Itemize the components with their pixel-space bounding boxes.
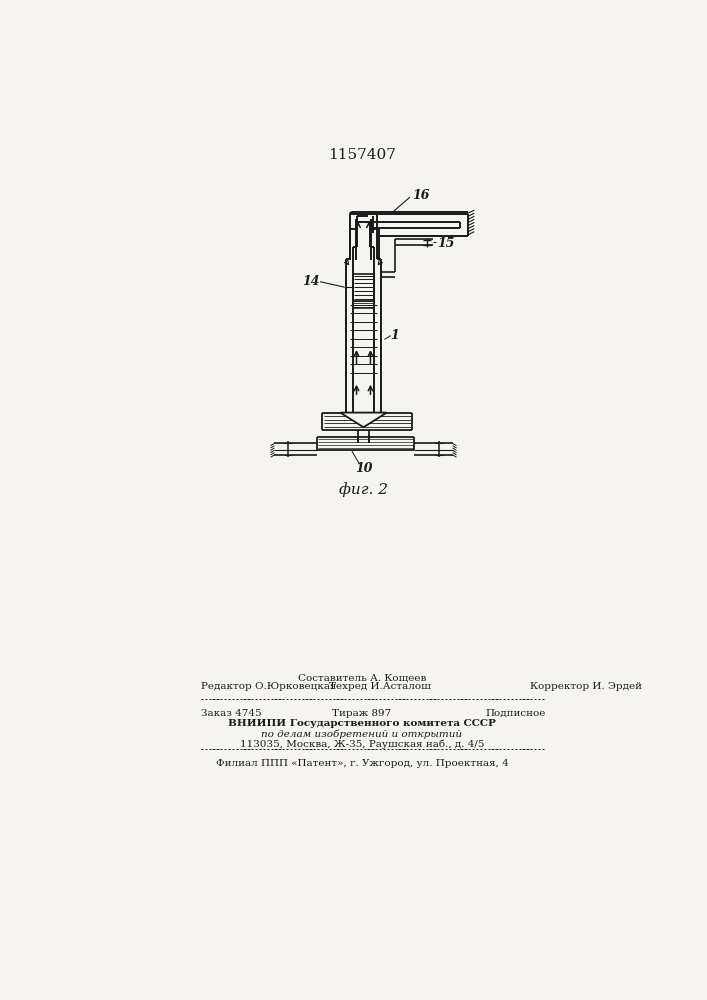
Text: 10: 10: [355, 462, 373, 475]
Text: Заказ 4745: Заказ 4745: [201, 709, 262, 718]
Text: фиг. 2: фиг. 2: [339, 482, 388, 497]
Text: 15: 15: [437, 237, 455, 250]
Text: Тираж 897: Тираж 897: [332, 709, 392, 718]
Text: 14: 14: [302, 275, 320, 288]
Text: 113035, Москва, Ж-35, Раушская наб., д. 4/5: 113035, Москва, Ж-35, Раушская наб., д. …: [240, 739, 484, 749]
Text: Составитель А. Кощеев: Составитель А. Кощеев: [298, 673, 426, 682]
Text: Корректор И. Эрдей: Корректор И. Эрдей: [530, 682, 642, 691]
Text: по делам изобретений и открытий: по делам изобретений и открытий: [262, 729, 462, 739]
Text: ВНИИПИ Государственного комитета СССР: ВНИИПИ Государственного комитета СССР: [228, 719, 496, 728]
Text: Филиал ППП «Патент», г. Ужгород, ул. Проектная, 4: Филиал ППП «Патент», г. Ужгород, ул. Про…: [216, 759, 508, 768]
Text: Техред И.Асталош: Техред И.Асталош: [329, 682, 431, 691]
Text: Подписное: Подписное: [485, 709, 546, 718]
Polygon shape: [340, 413, 387, 427]
Text: 16: 16: [412, 189, 430, 202]
Text: 1: 1: [391, 329, 399, 342]
Text: 1157407: 1157407: [328, 148, 396, 162]
Text: Редактор О.Юрковецкая: Редактор О.Юрковецкая: [201, 682, 337, 691]
